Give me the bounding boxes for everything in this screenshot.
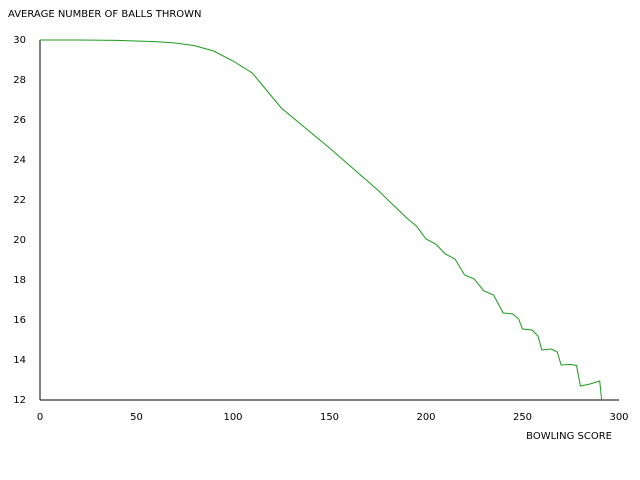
- y-tick-label: 12: [13, 395, 26, 406]
- x-tick-label: 150: [320, 412, 339, 423]
- y-tick-label: 22: [13, 195, 26, 206]
- chart-title: AVERAGE NUMBER OF BALLS THROWN: [8, 9, 202, 20]
- x-tick-label: 50: [130, 412, 143, 423]
- y-tick-label: 18: [13, 275, 26, 286]
- y-tick-label: 20: [13, 235, 26, 246]
- x-tick-label: 0: [37, 412, 43, 423]
- x-tick-label: 300: [609, 412, 628, 423]
- x-tick-label: 100: [223, 412, 242, 423]
- x-tick-label: 250: [513, 412, 532, 423]
- y-tick-label: 24: [13, 155, 26, 166]
- y-tick-label: 14: [13, 355, 26, 366]
- data-line: [40, 39, 603, 401]
- y-tick-label: 26: [13, 115, 26, 126]
- y-tick-label: 30: [13, 35, 26, 46]
- x-tick-label: 200: [416, 412, 435, 423]
- y-tick-label: 28: [13, 75, 26, 86]
- x-axis-label: BOWLING SCORE: [526, 431, 612, 442]
- y-tick-label: 16: [13, 315, 26, 326]
